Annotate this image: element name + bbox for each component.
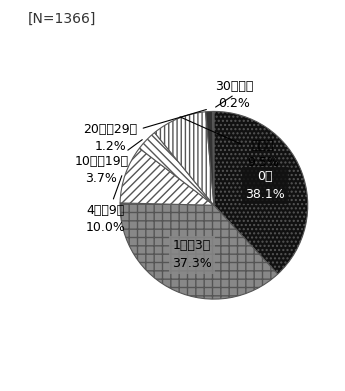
Text: 無回答
9.5%: 無回答 9.5%: [180, 117, 279, 169]
Text: 30回以上
0.2%: 30回以上 0.2%: [215, 79, 254, 109]
Wedge shape: [139, 133, 214, 205]
Wedge shape: [214, 111, 308, 274]
Wedge shape: [120, 148, 214, 205]
Wedge shape: [206, 111, 214, 205]
Text: 20回～29回
1.2%: 20回～29回 1.2%: [83, 109, 206, 153]
Text: 1回～3回
37.3%: 1回～3回 37.3%: [171, 239, 211, 271]
Wedge shape: [120, 203, 278, 299]
Text: 4回～9回
10.0%: 4回～9回 10.0%: [86, 176, 126, 234]
Text: [N=1366]: [N=1366]: [28, 12, 96, 26]
Wedge shape: [213, 111, 214, 205]
Text: 10回～19回
3.7%: 10回～19回 3.7%: [74, 140, 142, 185]
Wedge shape: [155, 112, 214, 205]
Text: 0回
38.1%: 0回 38.1%: [245, 170, 284, 201]
